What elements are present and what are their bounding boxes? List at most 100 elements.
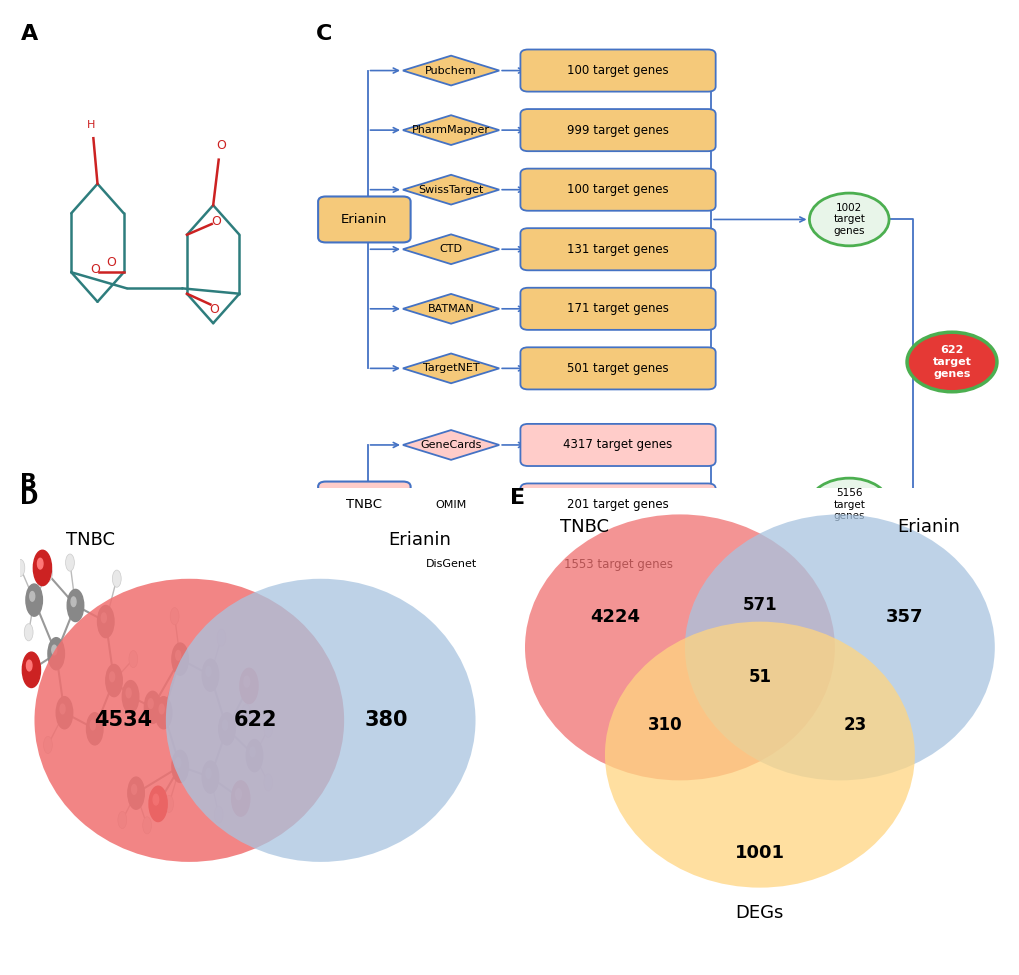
Circle shape	[35, 579, 343, 862]
Text: SwissTarget: SwissTarget	[418, 184, 483, 195]
Circle shape	[153, 795, 159, 805]
Text: 999 target genes: 999 target genes	[567, 124, 668, 136]
Circle shape	[231, 781, 250, 816]
Text: 131 target genes: 131 target genes	[567, 243, 668, 255]
Text: 310: 310	[647, 716, 682, 733]
Circle shape	[71, 597, 76, 606]
FancyBboxPatch shape	[520, 424, 715, 466]
Circle shape	[34, 550, 52, 586]
Text: TNBC: TNBC	[559, 519, 608, 536]
Text: B: B	[20, 473, 38, 493]
Text: 622: 622	[233, 711, 276, 730]
Circle shape	[145, 691, 161, 723]
Circle shape	[685, 515, 994, 780]
FancyBboxPatch shape	[520, 109, 715, 151]
Text: 100 target genes: 100 target genes	[567, 64, 668, 77]
Text: DEGs: DEGs	[735, 905, 784, 922]
Circle shape	[214, 806, 223, 823]
Text: OMIM: OMIM	[435, 499, 467, 510]
Text: 4224: 4224	[589, 608, 639, 626]
Circle shape	[906, 332, 996, 392]
Text: TNBC: TNBC	[346, 498, 382, 511]
Circle shape	[155, 696, 172, 729]
Circle shape	[118, 811, 126, 829]
FancyBboxPatch shape	[318, 197, 411, 243]
Text: 4534: 4534	[95, 711, 153, 730]
Circle shape	[127, 777, 145, 809]
Polygon shape	[403, 234, 498, 264]
Circle shape	[106, 665, 122, 696]
Polygon shape	[403, 354, 498, 383]
Circle shape	[91, 721, 95, 730]
Circle shape	[172, 644, 189, 675]
Text: Erianin: Erianin	[387, 531, 450, 549]
Polygon shape	[403, 175, 498, 205]
Circle shape	[264, 721, 272, 737]
Circle shape	[126, 688, 131, 698]
Circle shape	[166, 579, 475, 862]
Polygon shape	[403, 549, 498, 579]
Text: 501 target genes: 501 target genes	[567, 362, 668, 374]
Circle shape	[48, 638, 64, 670]
Circle shape	[164, 796, 173, 812]
Circle shape	[128, 650, 138, 668]
Polygon shape	[403, 489, 498, 520]
FancyBboxPatch shape	[520, 484, 715, 526]
Text: C: C	[316, 24, 332, 45]
Circle shape	[604, 622, 914, 887]
Circle shape	[239, 668, 258, 704]
Text: 100 target genes: 100 target genes	[567, 183, 668, 196]
Circle shape	[122, 681, 139, 713]
FancyBboxPatch shape	[520, 50, 715, 92]
Circle shape	[250, 747, 255, 757]
Text: DisGenet: DisGenet	[425, 559, 476, 569]
Circle shape	[148, 699, 153, 709]
Circle shape	[175, 650, 180, 660]
Text: Erianin: Erianin	[340, 213, 387, 226]
Circle shape	[25, 584, 43, 616]
Polygon shape	[403, 293, 498, 324]
Circle shape	[44, 565, 52, 582]
Circle shape	[246, 739, 263, 772]
Circle shape	[22, 652, 41, 687]
Circle shape	[218, 713, 235, 745]
Circle shape	[98, 605, 114, 638]
Circle shape	[30, 592, 35, 602]
FancyBboxPatch shape	[520, 288, 715, 330]
Text: 571: 571	[742, 596, 776, 613]
Circle shape	[235, 789, 242, 800]
Circle shape	[202, 760, 218, 794]
Text: A: A	[20, 24, 38, 45]
Text: 1001: 1001	[734, 844, 785, 862]
Circle shape	[242, 704, 251, 722]
Circle shape	[65, 554, 74, 571]
Circle shape	[175, 758, 180, 767]
Circle shape	[109, 672, 114, 682]
Text: 201 target genes: 201 target genes	[567, 498, 668, 511]
Text: 5156
target
genes: 5156 target genes	[833, 488, 864, 521]
Text: O: O	[211, 214, 220, 228]
FancyBboxPatch shape	[318, 482, 411, 527]
Circle shape	[143, 817, 152, 834]
Circle shape	[264, 774, 272, 791]
Circle shape	[112, 570, 121, 587]
Circle shape	[149, 786, 167, 822]
Text: CTD: CTD	[439, 245, 462, 254]
Circle shape	[131, 785, 137, 795]
Text: 622
target
genes: 622 target genes	[931, 345, 970, 378]
Text: D: D	[20, 488, 39, 508]
Text: O: O	[209, 303, 219, 316]
Text: 4317 target genes: 4317 target genes	[562, 439, 672, 451]
Text: TNBC: TNBC	[66, 531, 115, 549]
FancyBboxPatch shape	[520, 347, 715, 389]
Text: 51: 51	[748, 669, 770, 686]
Circle shape	[101, 613, 106, 623]
Circle shape	[60, 704, 65, 714]
FancyBboxPatch shape	[520, 169, 715, 211]
Text: H: H	[87, 120, 95, 130]
Circle shape	[67, 589, 84, 622]
Circle shape	[38, 559, 43, 569]
Polygon shape	[403, 56, 498, 86]
Text: O: O	[106, 256, 116, 269]
Text: 23: 23	[843, 716, 865, 733]
